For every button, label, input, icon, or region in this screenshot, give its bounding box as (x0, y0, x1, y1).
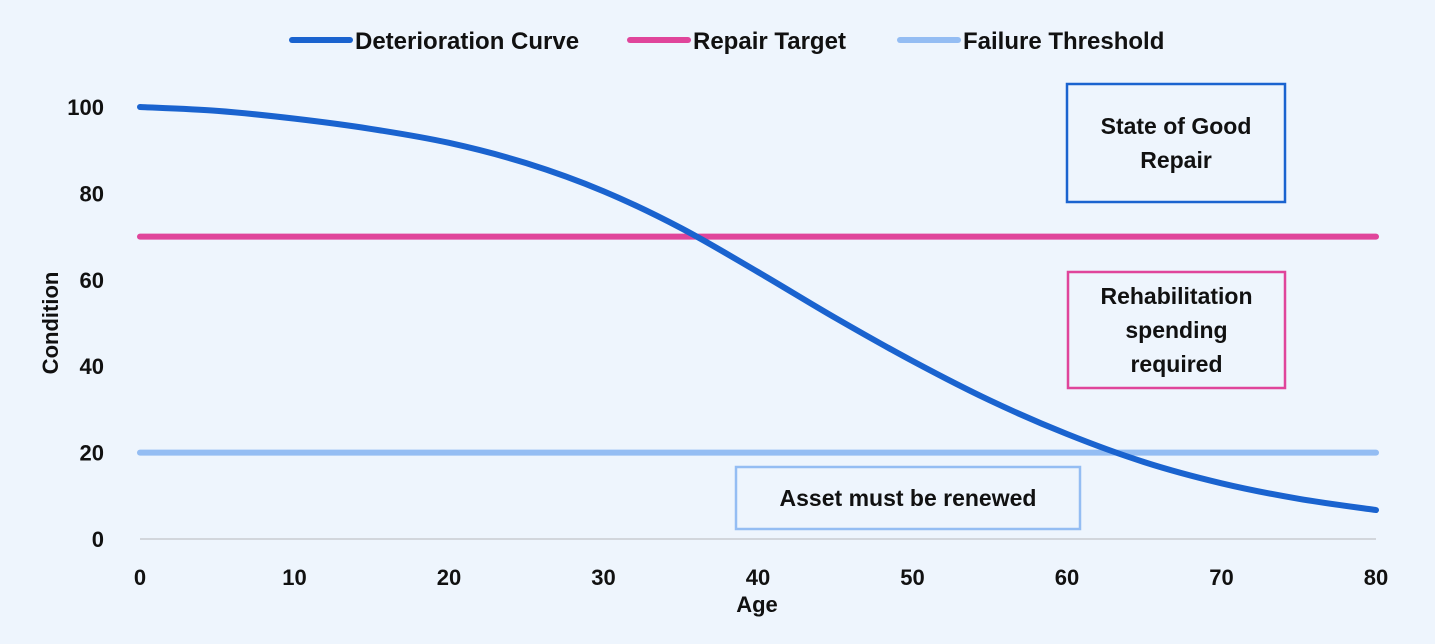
legend-label-deterioration-curve: Deterioration Curve (355, 28, 579, 55)
legend: Deterioration Curve Repair Target Failure … (289, 28, 1164, 55)
annotation-box-state-of-good-repair (1065, 82, 1287, 204)
x-tick-label: 10 (282, 565, 306, 590)
x-axis-title: Age (736, 592, 778, 617)
annotation-text-rehabilitation-required: Rehabilitation (1100, 283, 1252, 309)
x-tick-label: 50 (900, 565, 924, 590)
annotation-text-asset-renewal: Asset must be renewed (780, 485, 1037, 511)
y-tick-label: 0 (92, 527, 104, 552)
annotation-box-rehabilitation-required (1066, 270, 1287, 390)
x-tick-label: 70 (1209, 565, 1233, 590)
y-axis-ticks: 0 20 40 60 80 100 (67, 95, 104, 552)
x-tick-label: 30 (591, 565, 615, 590)
x-tick-label: 80 (1364, 565, 1388, 590)
y-tick-label: 20 (80, 441, 104, 466)
y-axis-title: Condition (38, 272, 63, 375)
x-axis-ticks: 0 10 20 30 40 50 60 70 80 (134, 565, 1388, 590)
series-lines (137, 104, 1379, 514)
annotation-text-state-of-good-repair: State of Good (1101, 113, 1252, 139)
annotation-text-state-of-good-repair: Repair (1140, 147, 1212, 173)
y-tick-label: 80 (80, 181, 104, 206)
series-line-deterioration-curve (137, 104, 1379, 514)
annotation-box-asset-renewal (734, 465, 1082, 531)
legend-label-repair-target: Repair Target (693, 28, 846, 55)
x-tick-label: 40 (746, 565, 770, 590)
annotation-text-rehabilitation-required: spending (1125, 317, 1227, 343)
y-tick-label: 60 (80, 268, 104, 293)
x-tick-label: 60 (1055, 565, 1079, 590)
annotation-text-rehabilitation-required: required (1130, 351, 1222, 377)
legend-label-failure-threshold: Failure Threshold (963, 28, 1164, 55)
x-tick-label: 20 (437, 565, 461, 590)
annotations: State of Good Repair Rehabilitation spendin… (734, 82, 1287, 531)
y-tick-label: 40 (80, 354, 104, 379)
y-tick-label: 100 (67, 95, 104, 120)
x-tick-label: 0 (134, 565, 146, 590)
